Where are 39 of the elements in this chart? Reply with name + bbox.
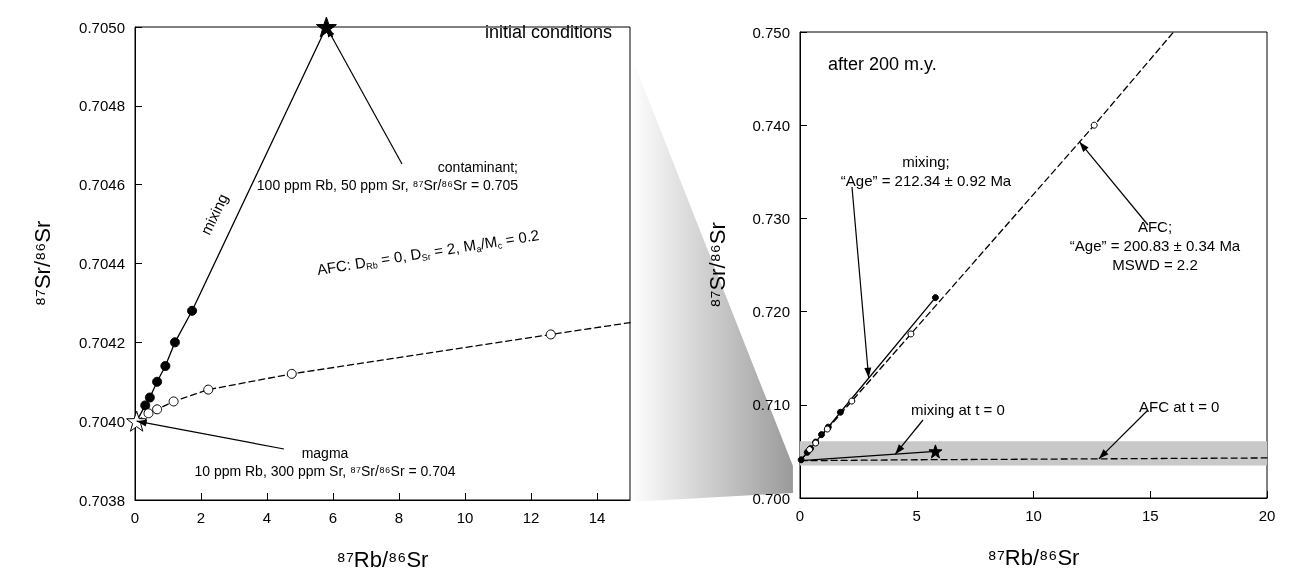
annotation: initial conditions — [484, 21, 612, 42]
y-tick-label: 0.7050 — [79, 18, 125, 36]
y-tick-label: 0.7044 — [79, 255, 125, 272]
annotation: mixing at t = 0 — [911, 401, 1005, 418]
y-tick-label: 0.7038 — [79, 491, 125, 509]
annotation: AFC at t = 0 — [1139, 398, 1220, 415]
x-axis-title: ⁸⁷Rb/⁸⁶Sr — [987, 544, 1080, 570]
x-axis-title: ⁸⁷Rb/⁸⁶Sr — [336, 546, 429, 572]
x-tick-label: 10 — [456, 509, 474, 526]
x-tick-label: 6 — [328, 509, 338, 526]
annotation: after 200 m.y. — [828, 53, 937, 74]
y-tick-label: 0.7048 — [79, 97, 125, 115]
y-tick-label: 0.7042 — [79, 333, 125, 351]
y-tick-label: 0.7040 — [79, 412, 125, 430]
y-tick-label: 0.710 — [752, 396, 790, 414]
x-tick-label: 12 — [522, 509, 540, 526]
x-tick-label: 2 — [196, 509, 206, 526]
y-axis-title: ⁸⁷Sr/⁸⁶Sr — [704, 222, 730, 308]
x-tick-label: 0 — [130, 509, 140, 526]
annotation: mixing; “Age” = 212.34 ± 0.92 Ma — [840, 153, 1012, 189]
text: AFC: DRb = 0, DSr = 2, Ma/Mc = 0.2 — [315, 226, 541, 278]
y-tick-label: 0.750 — [752, 23, 790, 41]
x-tick-label: 4 — [262, 509, 272, 526]
y-tick-label: 0.740 — [752, 116, 790, 134]
y-tick-label: 0.700 — [752, 489, 790, 507]
y-axis-title: ⁸⁷Sr/⁸⁶Sr — [29, 220, 55, 307]
annotation: AFC; “Age” = 200.83 ± 0.34 Ma MSWD = 2.2 — [1069, 218, 1241, 273]
y-tick-label: 0.730 — [752, 209, 790, 227]
x-tick-label: 14 — [588, 509, 606, 526]
y-tick-label: 0.720 — [752, 303, 790, 321]
x-tick-label: 20 — [1258, 507, 1276, 524]
x-tick-label: 0 — [795, 507, 805, 524]
x-tick-label: 8 — [394, 509, 404, 526]
x-tick-label: 10 — [1025, 507, 1042, 524]
annotation: contaminant; 100 ppm Rb, 50 ppm Sr, ⁸⁷Sr/⁸⁶Sr = 0.705 — [256, 159, 519, 193]
x-tick-label: 15 — [1141, 507, 1159, 524]
y-tick-label: 0.7046 — [79, 176, 125, 194]
annotation: magma 10 ppm Rb, 300 ppm Sr, ⁸⁷Sr/⁸⁶Sr = 0.704 — [194, 445, 456, 479]
x-tick-label: 5 — [912, 507, 921, 524]
